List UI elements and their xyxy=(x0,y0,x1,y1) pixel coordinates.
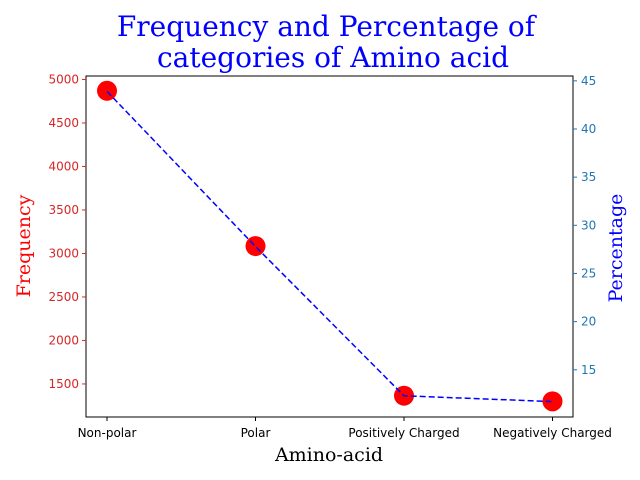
x-tick-label: Polar xyxy=(241,426,271,440)
y-left-tick-label: 3500 xyxy=(48,203,79,217)
y-axis-label-right: Percentage xyxy=(605,194,627,303)
chart-title-line-2: categories of Amino acid xyxy=(157,41,509,74)
y-left-tick-label: 3000 xyxy=(48,246,79,260)
y-right-tick-label: 20 xyxy=(581,315,596,329)
y-right-tick-label: 30 xyxy=(581,218,596,232)
x-axis-label: Amino-acid xyxy=(274,444,383,466)
chart-title-line-1: Frequency and Percentage of xyxy=(117,10,538,43)
y-right-tick-label: 15 xyxy=(581,363,596,377)
x-tick-label: Positively Charged xyxy=(348,426,459,440)
frequency-point xyxy=(542,391,563,412)
y-right-tick-label: 25 xyxy=(581,266,596,280)
x-tick-label: Non-polar xyxy=(78,426,137,440)
y-left-tick-label: 2500 xyxy=(48,290,79,304)
y-left-tick-label: 1500 xyxy=(48,377,79,391)
y-right-tick-label: 45 xyxy=(581,74,596,88)
percentage-line xyxy=(106,90,553,403)
plot-area: 1500 2000 2500 3000 3500 4000 4500 5000 15 20 25 30… xyxy=(48,72,611,440)
plot-frame xyxy=(85,75,574,418)
y-left-tick-label: 2000 xyxy=(48,333,79,347)
y-left-tick-label: 5000 xyxy=(48,72,79,86)
x-tick-label: Negatively Charged xyxy=(493,426,612,440)
y-left-tick-label: 4500 xyxy=(48,116,79,130)
y-right-tick-label: 40 xyxy=(581,122,596,136)
frequency-point xyxy=(245,236,266,257)
frequency-point xyxy=(97,80,117,101)
y-right-tick-label: 35 xyxy=(581,170,596,184)
y-axis-label-left: Frequency xyxy=(13,194,35,297)
y-left-tick-label: 4000 xyxy=(48,159,79,173)
